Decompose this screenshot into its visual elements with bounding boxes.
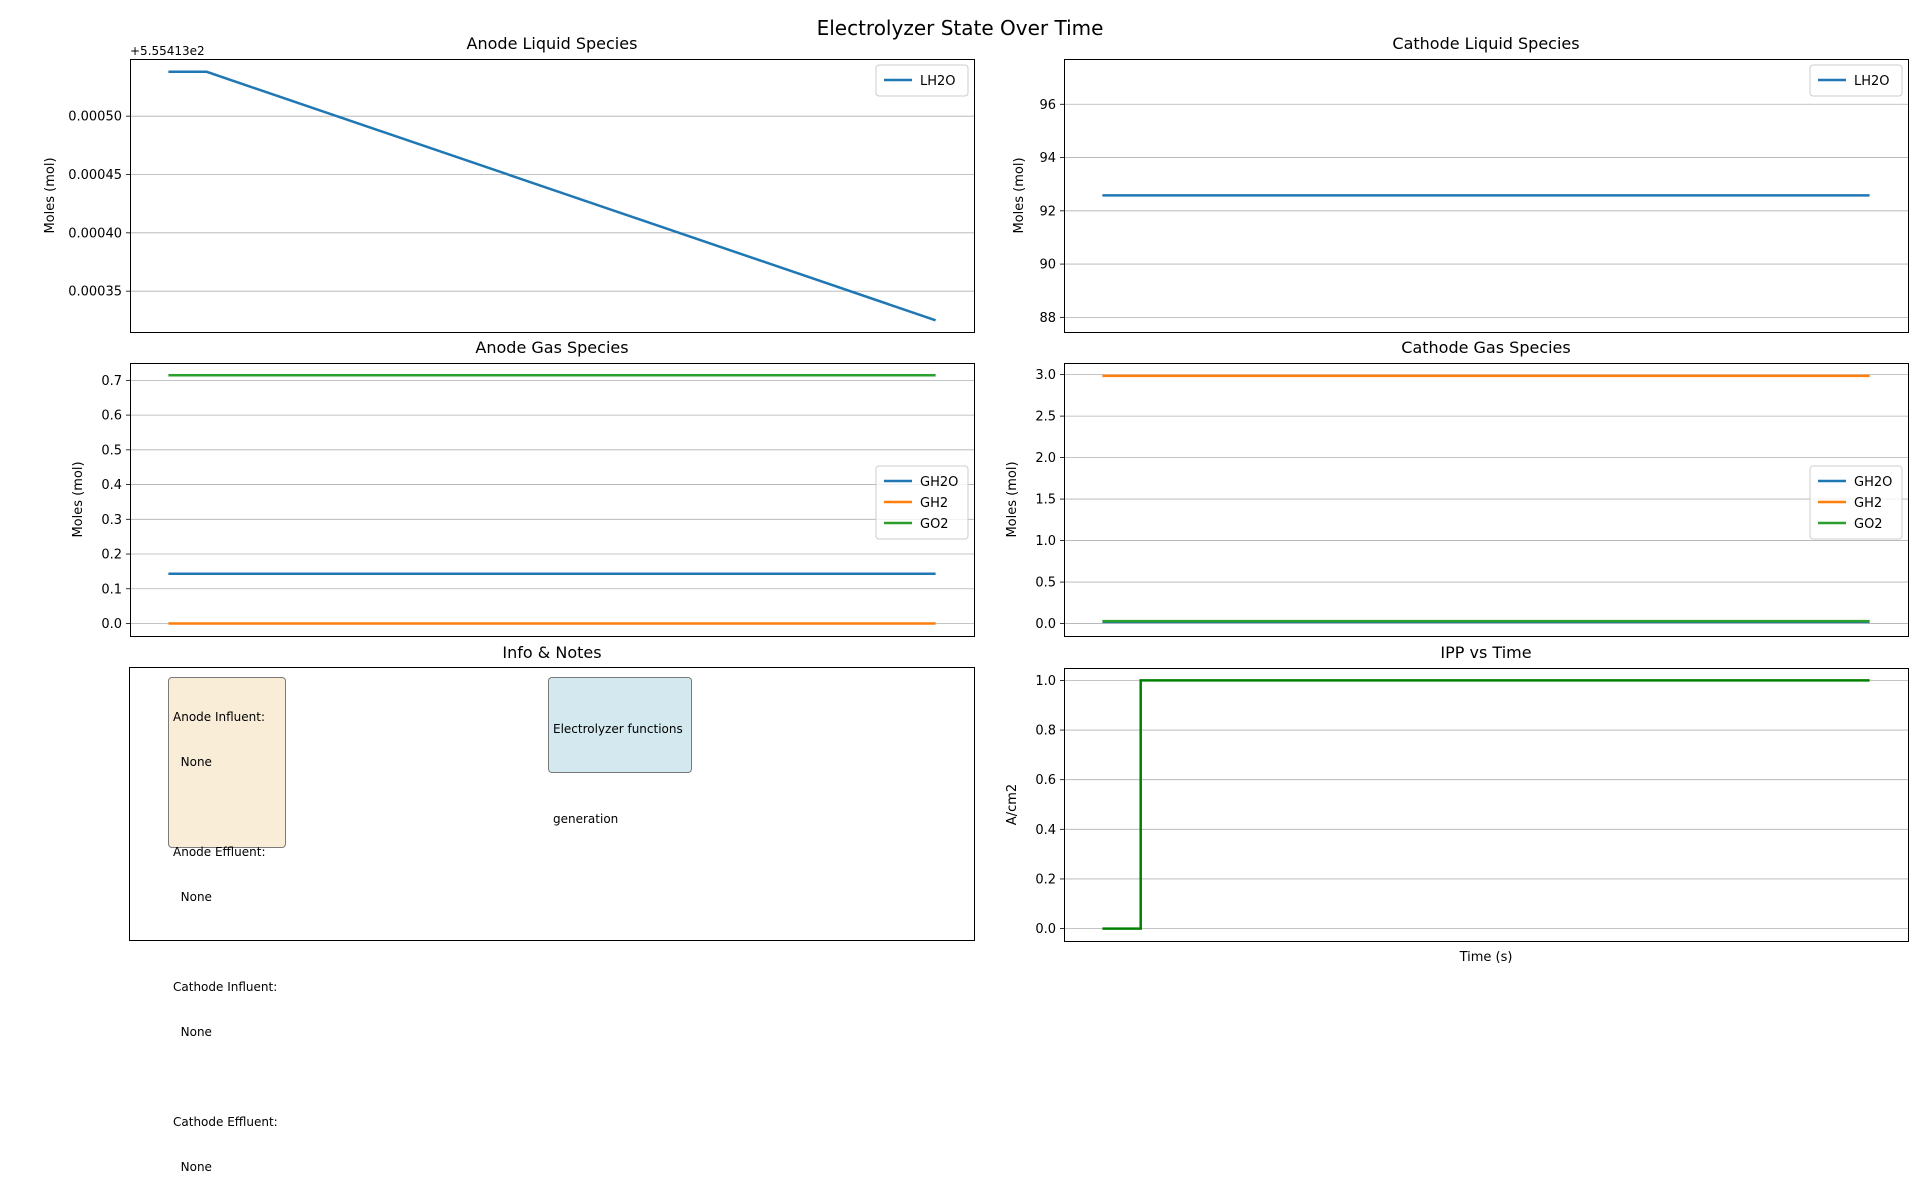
y-tick-label: 0.2 — [1035, 872, 1056, 887]
anode-influent-label: Anode Influent: — [173, 710, 266, 724]
axis-offset-label: +5.55413e2 — [130, 44, 205, 58]
flows-note-box: Anode Influent: None Anode Effluent: Non… — [168, 677, 286, 1174]
y-tick-label: 2.5 — [1035, 410, 1056, 425]
legend-entry: GH2O — [920, 475, 958, 490]
legend: GH2O GH2 GO2 — [875, 465, 969, 540]
legend-entry: GH2 — [1854, 496, 1882, 511]
y-axis-label: Moles (mol) — [1005, 461, 1020, 537]
legend-entry: GO2 — [920, 517, 949, 532]
cathode-influent-label: Cathode Influent: — [173, 980, 278, 994]
legend: LH2O — [875, 64, 969, 97]
y-tick-label: 0.6 — [101, 409, 122, 424]
y-tick-label: 96 — [1039, 98, 1056, 113]
series-line — [1102, 679, 1870, 930]
legend-frame — [1809, 465, 1903, 540]
cathode-effluent-label: Cathode Effluent: — [173, 1115, 278, 1129]
figure-title: Electrolyzer State Over Time — [817, 16, 1104, 40]
legend-entry: LH2O — [920, 74, 956, 89]
y-axis-label: Moles (mol) — [71, 461, 86, 537]
y-tick-label: 0.00040 — [68, 226, 122, 241]
info-panel-frame — [129, 667, 975, 941]
legend-frame — [875, 465, 969, 540]
y-tick-label: 88 — [1039, 311, 1056, 326]
y-tick-label: 1.5 — [1035, 493, 1056, 508]
axes-frame — [130, 363, 975, 637]
figure-canvas: Electrolyzer State Over Time Anode Liqui… — [43, 16, 1909, 965]
y-tick-label: 0.0 — [101, 617, 122, 632]
legend-entry: GH2O — [1854, 475, 1892, 490]
y-tick-label: 0.8 — [1035, 724, 1056, 739]
y-tick-label: 0.6 — [1035, 773, 1056, 788]
axes-frame — [1064, 363, 1909, 637]
chart-title: Cathode Liquid Species — [1392, 34, 1579, 53]
y-tick-label: 0.4 — [101, 478, 122, 493]
legend-entry: GH2 — [920, 496, 948, 511]
y-tick-label: 0.2 — [101, 548, 122, 563]
legend-frame — [1809, 64, 1903, 97]
y-axis-label: A/cm2 — [1005, 784, 1020, 825]
chart-anode-gas: Anode Gas Species 0.0 0.1 0.2 0.3 0.4 0.5 0.6 0.… — [71, 338, 975, 637]
chart-title: Anode Gas Species — [475, 338, 628, 357]
y-tick-label: 2.0 — [1035, 451, 1056, 466]
y-tick-label: 0.00035 — [68, 285, 122, 300]
axes-frame — [1064, 59, 1909, 333]
y-tick-label: 0.4 — [1035, 823, 1056, 838]
chart-ipp: IPP vs Time 0.0 0.2 0.4 0.6 0.8 1.0 A/cm2 Time (… — [1005, 643, 1909, 965]
x-axis-label: Time (s) — [1459, 950, 1513, 965]
legend-entry: LH2O — [1854, 74, 1890, 89]
chart-title: IPP vs Time — [1440, 643, 1531, 662]
y-tick-label: 0.0 — [1035, 617, 1056, 632]
chart-title: Cathode Gas Species — [1401, 338, 1570, 357]
y-tick-label: 94 — [1039, 151, 1056, 166]
legend-entry: GO2 — [1854, 517, 1883, 532]
y-tick-label: 92 — [1039, 204, 1056, 219]
y-tick-label: 0.5 — [101, 443, 122, 458]
series-line-lh2o — [168, 70, 937, 322]
y-tick-label: 0.3 — [101, 513, 122, 528]
y-tick-label: 0.0 — [1035, 922, 1056, 937]
legend-frame — [875, 64, 969, 97]
chart-cathode-gas: Cathode Gas Species 0.0 0.5 1.0 1.5 2.0 2.5 3.0… — [1005, 338, 1909, 637]
cathode-influent-value: None — [173, 1025, 212, 1039]
anode-influent-value: None — [173, 755, 212, 769]
cathode-effluent-value: None — [173, 1160, 212, 1174]
y-tick-label: 3.0 — [1035, 368, 1056, 383]
legend: GH2O GH2 GO2 — [1809, 465, 1903, 540]
y-axis-label: Moles (mol) — [43, 157, 58, 233]
y-tick-label: 0.00050 — [68, 110, 122, 125]
y-tick-label: 0.00045 — [68, 168, 122, 183]
chart-title: Anode Liquid Species — [467, 34, 638, 53]
axes-frame — [130, 59, 975, 333]
y-tick-label: 90 — [1039, 258, 1056, 273]
y-axis-label: Moles (mol) — [1012, 157, 1027, 233]
functions-line-1: Electrolyzer functions — [553, 722, 683, 736]
y-tick-label: 0.7 — [101, 374, 122, 389]
axes-frame — [1064, 668, 1909, 942]
chart-anode-liquid: Anode Liquid Species 0.00035 0.00040 0.0004… — [43, 34, 975, 333]
info-panel-title: Info & Notes — [502, 643, 601, 662]
functions-line-2: generation — [553, 812, 619, 826]
legend: LH2O — [1809, 64, 1903, 97]
anode-effluent-label: Anode Effluent: — [173, 845, 266, 859]
y-tick-label: 1.0 — [1035, 534, 1056, 549]
y-tick-label: 0.5 — [1035, 576, 1056, 591]
anode-effluent-value: None — [173, 890, 212, 904]
y-tick-label: 1.0 — [1035, 674, 1056, 689]
info-panel: Info & Notes — [129, 643, 975, 941]
chart-cathode-liquid: Cathode Liquid Species 88 90 92 94 96 Moles (m… — [1012, 34, 1909, 333]
functions-note-box: Electrolyzer functions generation — [548, 677, 692, 826]
y-tick-label: 0.1 — [101, 582, 122, 597]
